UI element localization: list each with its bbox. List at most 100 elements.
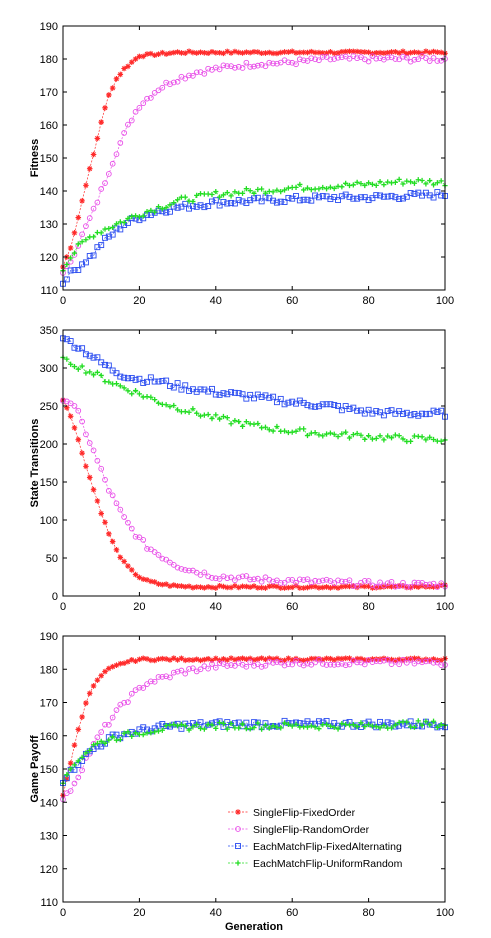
data-point xyxy=(86,690,93,697)
data-point xyxy=(140,732,146,738)
data-point xyxy=(270,393,277,400)
data-point xyxy=(301,187,307,193)
data-point xyxy=(331,194,338,200)
data-point xyxy=(113,662,120,669)
data-point xyxy=(155,656,162,662)
data-point xyxy=(407,412,414,419)
data-point xyxy=(247,197,254,204)
data-point xyxy=(281,49,288,55)
data-point xyxy=(304,724,311,730)
data-point xyxy=(105,233,112,240)
data-point xyxy=(209,191,215,198)
series-line-em_uniform xyxy=(62,178,446,271)
data-point xyxy=(159,84,166,91)
data-point xyxy=(83,370,89,376)
data-point xyxy=(434,659,441,666)
data-point xyxy=(117,373,124,380)
data-point xyxy=(174,78,181,85)
data-point xyxy=(270,723,276,729)
data-point xyxy=(212,664,219,671)
data-point xyxy=(232,48,238,55)
y-tick-label: 250 xyxy=(40,401,58,413)
data-point xyxy=(220,62,227,69)
data-point xyxy=(434,58,441,64)
legend-marker xyxy=(235,843,241,849)
data-point xyxy=(438,192,445,199)
data-point xyxy=(293,579,299,586)
data-point xyxy=(384,583,391,590)
data-point xyxy=(274,60,280,67)
data-point xyxy=(193,69,200,76)
data-point xyxy=(67,760,74,766)
data-point xyxy=(388,49,395,55)
data-point xyxy=(159,673,166,680)
data-point xyxy=(415,718,421,724)
data-point xyxy=(79,231,85,238)
data-point xyxy=(174,668,181,675)
data-point xyxy=(113,370,120,377)
data-point xyxy=(220,583,227,590)
data-point xyxy=(83,182,89,189)
data-point xyxy=(224,189,230,196)
data-point xyxy=(247,655,253,662)
data-point xyxy=(159,206,165,212)
data-point xyxy=(335,197,341,203)
data-point xyxy=(98,230,104,236)
data-point xyxy=(346,48,353,55)
data-point xyxy=(125,121,131,128)
data-point xyxy=(163,581,169,587)
data-point xyxy=(407,49,414,56)
data-point xyxy=(125,658,131,665)
data-point xyxy=(228,193,234,199)
data-point xyxy=(403,54,410,61)
x-tick-label: 60 xyxy=(286,907,298,919)
data-point xyxy=(178,50,185,56)
y-tick-label: 150 xyxy=(40,153,58,165)
data-point xyxy=(361,583,368,590)
data-point xyxy=(113,707,120,713)
data-point xyxy=(102,668,108,675)
data-point xyxy=(293,50,299,56)
data-point xyxy=(346,435,353,441)
data-point xyxy=(350,432,356,438)
data-point xyxy=(109,714,116,721)
data-point xyxy=(327,430,333,436)
data-point xyxy=(79,418,85,425)
data-point xyxy=(159,655,166,662)
data-point xyxy=(128,375,135,381)
data-point xyxy=(155,722,162,729)
data-point xyxy=(361,657,368,663)
data-point xyxy=(243,186,249,192)
data-point xyxy=(304,660,311,667)
data-point xyxy=(423,718,429,724)
data-point xyxy=(377,192,384,199)
data-point xyxy=(186,48,192,55)
data-point xyxy=(384,580,391,587)
data-point xyxy=(281,187,288,193)
data-point xyxy=(163,656,169,662)
data-point xyxy=(216,49,223,56)
data-point xyxy=(408,438,414,445)
data-point xyxy=(205,665,212,672)
data-point xyxy=(197,719,204,726)
x-tick-label: 40 xyxy=(210,907,222,919)
data-point xyxy=(400,436,406,442)
data-point xyxy=(155,51,162,57)
data-point xyxy=(350,182,356,188)
x-tick-label: 40 xyxy=(210,295,222,307)
data-point xyxy=(423,181,429,187)
data-point xyxy=(369,181,376,187)
plot-frame xyxy=(62,329,446,597)
data-point xyxy=(247,64,254,70)
data-point xyxy=(273,199,280,206)
data-point xyxy=(258,50,265,57)
data-point xyxy=(228,199,235,206)
x-tick-label: 0 xyxy=(60,295,66,307)
data-point xyxy=(79,261,86,268)
data-point xyxy=(365,578,372,584)
data-point xyxy=(300,49,307,56)
data-point xyxy=(94,734,101,741)
data-point xyxy=(384,719,391,726)
data-point xyxy=(71,762,78,768)
data-point xyxy=(331,580,338,586)
